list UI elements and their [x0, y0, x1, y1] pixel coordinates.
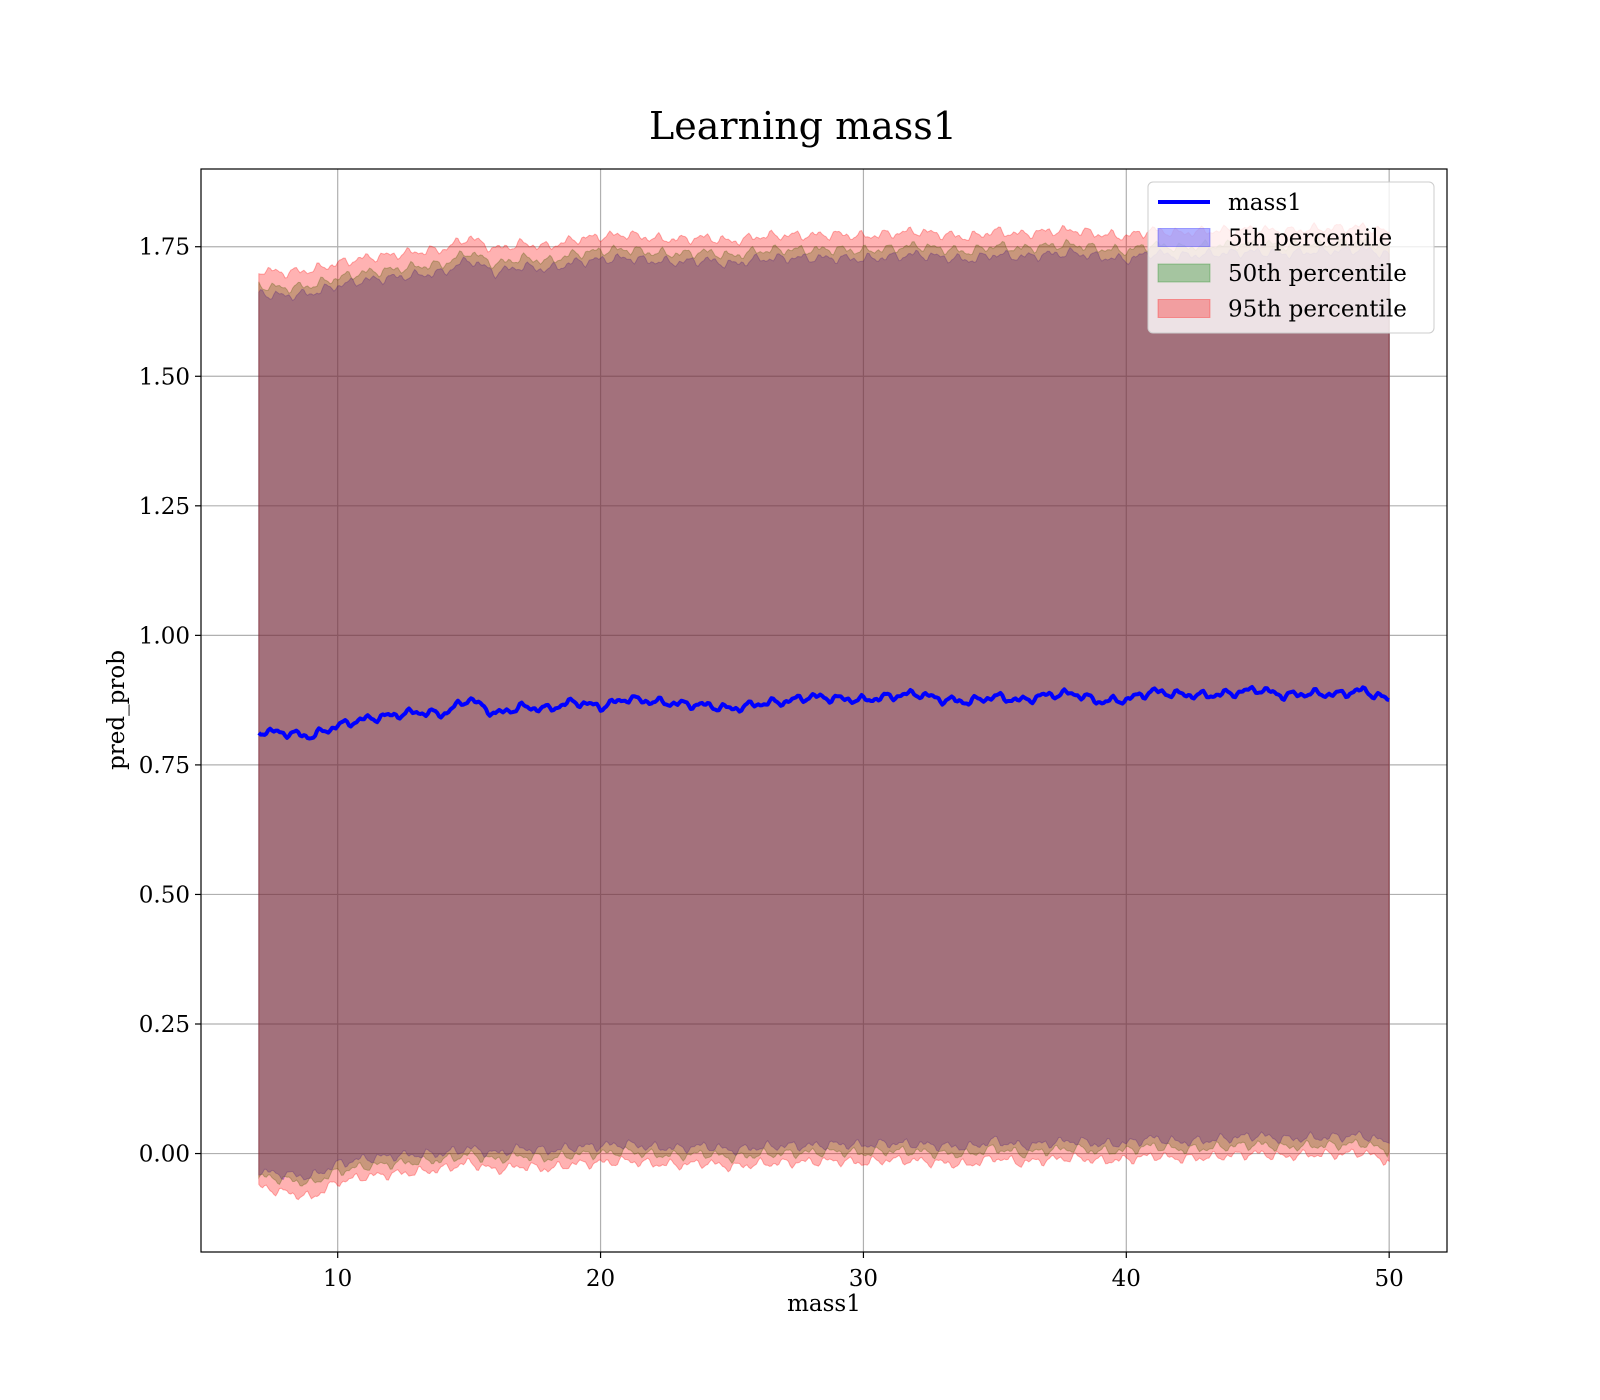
x-tick-label: 10: [323, 1266, 352, 1292]
band-50th-percentile: [258, 236, 1390, 1187]
band-5th-percentile: [258, 244, 1390, 1181]
x-tick-label: 50: [1375, 1266, 1404, 1292]
y-tick-label: 1.75: [139, 235, 190, 261]
y-tick-label: 0.00: [139, 1142, 190, 1168]
legend-label: 50th percentile: [1228, 261, 1407, 287]
legend-label: 95th percentile: [1228, 297, 1407, 323]
x-axis-ticks: 10 20 30 40 50: [323, 1252, 1404, 1292]
plot-frame: [200, 168, 1448, 1253]
x-tick-label: 20: [586, 1266, 615, 1292]
legend-swatch-patch: [1157, 299, 1211, 318]
legend-label: mass1: [1228, 190, 1302, 216]
y-axis-label: pred_prob: [104, 650, 130, 770]
legend-swatch-patch: [1157, 263, 1211, 283]
chart-title: Learning mass1: [649, 104, 957, 148]
y-tick-label: 0.25: [139, 1012, 190, 1038]
legend-box: [1147, 181, 1435, 334]
legend: mass1 5th percentile 50th percentile 95th p…: [1147, 181, 1435, 334]
y-tick-label: 0.75: [139, 753, 190, 779]
y-tick-label: 1.00: [139, 623, 190, 649]
y-tick-label: 0.50: [139, 882, 190, 908]
series-lines: [257, 685, 1390, 741]
legend-swatch-patch: [1157, 228, 1211, 247]
legend-label: 5th percentile: [1228, 226, 1392, 252]
x-axis-label: mass1: [787, 1291, 861, 1317]
percentile-bands: [258, 221, 1390, 1201]
y-tick-label: 1.25: [139, 494, 190, 520]
band-95th-percentile: [258, 221, 1390, 1201]
line-mass1: [257, 685, 1390, 741]
y-axis-ticks: 0.00 0.25 0.50 0.75 1.00 1.25 1.50 1.75: [139, 235, 201, 1168]
x-tick-label: 40: [1112, 1266, 1141, 1292]
x-tick-label: 30: [849, 1266, 878, 1292]
y-tick-label: 1.50: [139, 364, 190, 390]
